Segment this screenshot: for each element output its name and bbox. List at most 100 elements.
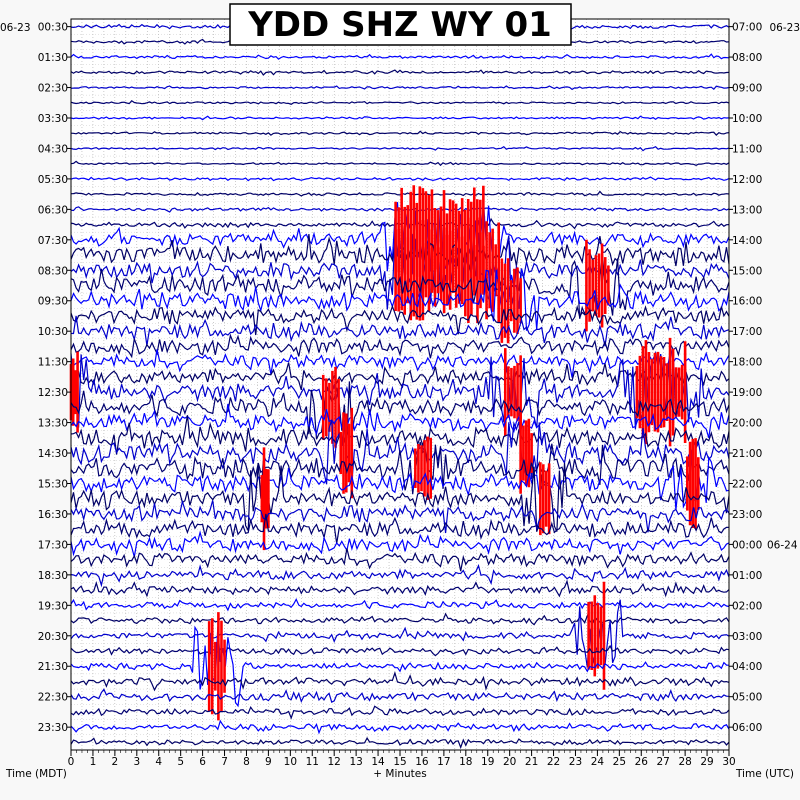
trace-row — [70, 231, 730, 310]
left-time-label: 04:30 — [38, 143, 68, 155]
right-axis-label: Time (UTC) — [735, 768, 794, 780]
right-date-next-label: 06-24 — [767, 539, 798, 551]
x-tick-label: 5 — [177, 756, 184, 768]
x-tick-label: 2 — [112, 756, 119, 768]
right-time-label: 21:00 — [732, 448, 762, 460]
x-tick-label: 1 — [90, 756, 97, 768]
x-tick-label: 25 — [613, 756, 626, 768]
right-time-label: 09:00 — [732, 83, 762, 95]
right-time-label: 16:00 — [732, 296, 762, 308]
trace-row — [70, 644, 730, 657]
left-time-label: 09:30 — [38, 296, 68, 308]
right-time-label: 07:00 — [732, 22, 762, 34]
left-time-label: 15:30 — [38, 478, 68, 490]
trace-row — [70, 599, 730, 668]
trace-row — [70, 160, 730, 167]
right-time-label: 20:00 — [732, 418, 762, 430]
trace-row — [70, 499, 730, 534]
right-time-label: 19:00 — [732, 387, 762, 399]
x-tick-label: 19 — [481, 756, 494, 768]
trace-row — [70, 333, 730, 359]
trace-row — [70, 548, 730, 572]
x-tick-label: 7 — [221, 756, 228, 768]
chart-title: YDD SHZ WY 01 — [247, 5, 552, 45]
left-time-label: 01:30 — [38, 52, 68, 64]
x-tick-label: 28 — [678, 756, 691, 768]
x-tick-label: 9 — [265, 756, 272, 768]
x-tick-label: 12 — [328, 756, 341, 768]
trace-row — [70, 85, 730, 91]
x-tick-label: 13 — [349, 756, 362, 768]
trace-row — [70, 625, 730, 708]
left-time-label: 02:30 — [38, 83, 68, 95]
seismic-traces — [69, 23, 730, 750]
x-tick-label: 22 — [547, 756, 560, 768]
left-date-label: 06-23 — [0, 22, 31, 34]
trace-row — [70, 69, 730, 76]
x-tick-label: 29 — [700, 756, 713, 768]
right-time-label: 11:00 — [732, 143, 762, 155]
x-tick-label: 3 — [133, 756, 140, 768]
trace-row — [70, 53, 730, 60]
left-time-label: 21:30 — [38, 661, 68, 673]
x-tick-label: 4 — [155, 756, 162, 768]
left-time-label: 05:30 — [38, 174, 68, 186]
trace-row — [70, 415, 730, 455]
left-time-label: 16:30 — [38, 509, 68, 521]
left-time-label: 19:30 — [38, 600, 68, 612]
right-time-label: 18:00 — [732, 357, 762, 369]
left-time-label: 00:30 — [38, 22, 68, 34]
trace-row — [70, 145, 730, 152]
x-tick-label: 16 — [415, 756, 429, 768]
title-box — [229, 3, 572, 46]
left-time-label: 08:30 — [38, 265, 68, 277]
right-time-label: 15:00 — [732, 265, 762, 277]
left-time-label: 17:30 — [38, 539, 68, 551]
x-tick-label: 20 — [503, 756, 516, 768]
trace-row — [70, 670, 730, 692]
left-time-label: 14:30 — [38, 448, 68, 460]
x-tick-label: 8 — [243, 756, 250, 768]
trace-row — [70, 530, 730, 558]
trace-row — [70, 115, 730, 121]
trace-row — [70, 450, 730, 511]
x-tick-label: 11 — [306, 756, 319, 768]
right-time-label: 00:00 — [732, 539, 762, 551]
trace-row — [70, 202, 730, 279]
left-time-label: 06:30 — [38, 204, 68, 216]
right-time-label: 04:00 — [732, 661, 762, 673]
x-tick-label: 0 — [68, 756, 75, 768]
left-axis-label: Time (MDT) — [5, 768, 67, 780]
left-time-label: 12:30 — [38, 387, 68, 399]
trace-row — [70, 315, 730, 347]
trace-row — [70, 441, 730, 495]
right-time-label: 10:00 — [732, 113, 762, 125]
right-time-label: 02:00 — [732, 600, 762, 612]
trace-row — [70, 612, 730, 626]
x-tick-label: 26 — [635, 756, 649, 768]
trace-row — [70, 304, 730, 336]
trace-row — [70, 362, 730, 391]
right-date-label: 06-23 — [769, 22, 800, 34]
trace-row — [70, 234, 730, 275]
trace-row — [70, 190, 730, 197]
left-time-label: 18:30 — [38, 570, 68, 582]
trace-row — [70, 460, 730, 533]
trace-row — [70, 513, 730, 544]
grid — [70, 18, 730, 751]
x-tick-label: 27 — [657, 756, 670, 768]
trace-row — [70, 268, 730, 331]
trace-row — [70, 688, 730, 703]
x-tick-label: 15 — [393, 756, 406, 768]
right-time-label: 22:00 — [732, 478, 762, 490]
right-time-label: 12:00 — [732, 174, 762, 186]
left-time-label: 10:30 — [38, 326, 68, 338]
trace-row — [70, 350, 730, 430]
x-tick-label: 14 — [371, 756, 385, 768]
right-time-label: 01:00 — [732, 570, 762, 582]
trace-row — [70, 217, 730, 230]
trace-row — [70, 206, 730, 213]
right-time-label: 05:00 — [732, 692, 762, 704]
right-time-label: 06:00 — [732, 722, 762, 734]
x-tick-label: 23 — [569, 756, 582, 768]
